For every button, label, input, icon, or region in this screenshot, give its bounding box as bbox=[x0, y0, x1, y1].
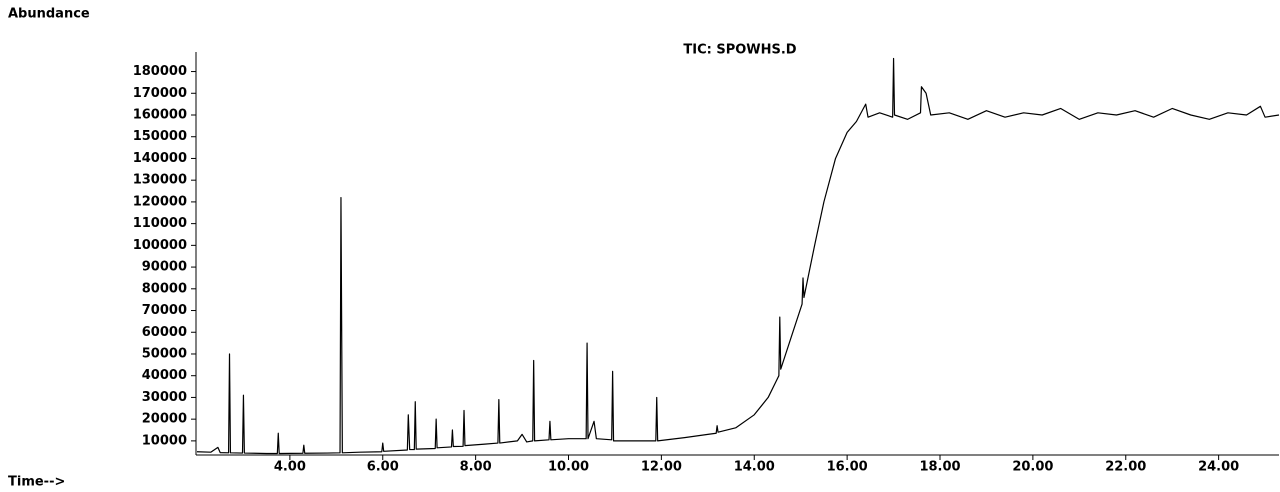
y-tick-label: 170000 bbox=[133, 86, 187, 101]
y-tick-label: 90000 bbox=[142, 260, 187, 275]
y-tick-label: 70000 bbox=[142, 303, 187, 318]
x-tick-label: 12.00 bbox=[641, 460, 682, 475]
x-tick-label: 10.00 bbox=[548, 460, 589, 475]
x-tick-label: 22.00 bbox=[1105, 460, 1146, 475]
chart-title: TIC: SPOWHS.D bbox=[683, 43, 796, 58]
y-tick-label: 50000 bbox=[142, 346, 187, 361]
x-tick-label: 16.00 bbox=[827, 460, 868, 475]
y-tick-label: 130000 bbox=[133, 173, 187, 188]
x-tick-label: 4.00 bbox=[274, 460, 306, 475]
y-tick-label: 20000 bbox=[142, 412, 187, 427]
y-tick-label: 30000 bbox=[142, 390, 187, 405]
y-tick-label: 150000 bbox=[133, 129, 187, 144]
y-tick-label: 180000 bbox=[133, 64, 187, 79]
y-tick-label: 40000 bbox=[142, 368, 187, 383]
y-tick-label: 10000 bbox=[142, 433, 187, 448]
y-tick-label: 60000 bbox=[142, 325, 187, 340]
x-tick-label: 24.00 bbox=[1198, 460, 1239, 475]
y-tick-label: 110000 bbox=[133, 216, 187, 231]
y-tick-label: 80000 bbox=[142, 281, 187, 296]
x-tick-label: 20.00 bbox=[1012, 460, 1053, 475]
x-axis-label: Time--> bbox=[8, 475, 65, 490]
y-tick-label: 120000 bbox=[133, 194, 187, 209]
x-tick-label: 18.00 bbox=[919, 460, 960, 475]
y-tick-label: 140000 bbox=[133, 151, 187, 166]
x-tick-label: 8.00 bbox=[460, 460, 492, 475]
y-axis-label: Abundance bbox=[8, 7, 90, 22]
x-tick-label: 6.00 bbox=[367, 460, 399, 475]
y-tick-label: 100000 bbox=[133, 238, 187, 253]
x-tick-label: 14.00 bbox=[734, 460, 775, 475]
y-tick-label: 160000 bbox=[133, 108, 187, 123]
signal-line bbox=[196, 57, 1280, 455]
